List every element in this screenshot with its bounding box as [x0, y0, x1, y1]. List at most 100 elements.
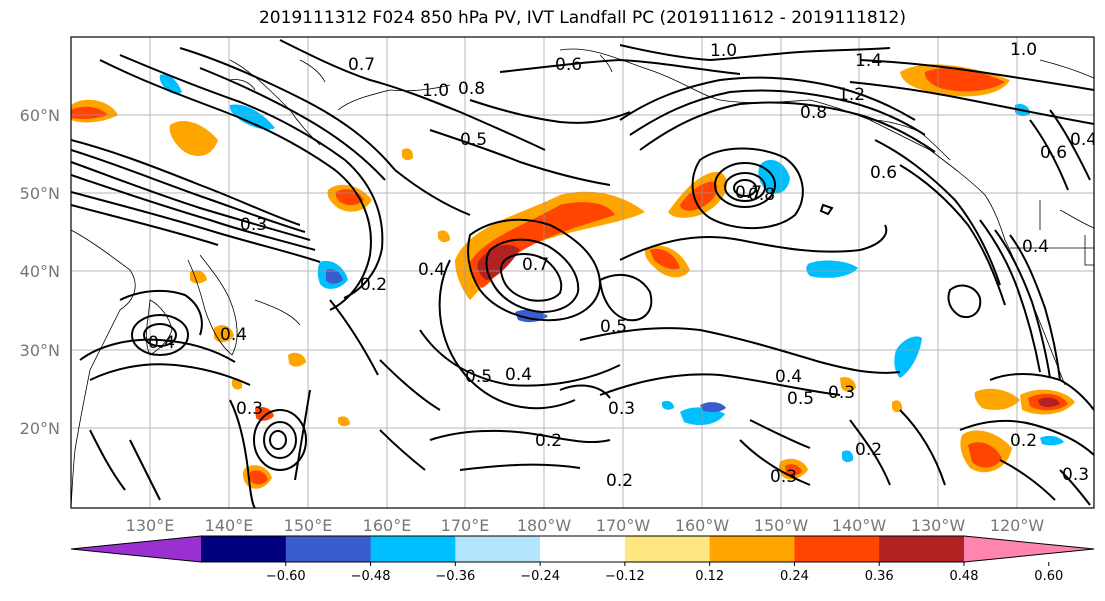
shade-patch	[190, 270, 207, 284]
lat-axis: 60°N 50°N 40°N 30°N 20°N	[20, 106, 60, 438]
colorbar-swatch	[285, 536, 372, 562]
contour-label: 0.5	[465, 367, 492, 387]
shade-patch	[892, 400, 903, 413]
lat-tick-label: 60°N	[20, 106, 60, 125]
shade-patch	[974, 388, 1020, 410]
shading-negative	[159, 74, 1064, 463]
colorbar-ticks: −0.60 −0.48 −0.36 −0.24 −0.12 0.12 0.24 0.36 0.4…	[266, 562, 1063, 584]
shade-patch	[894, 336, 922, 378]
lon-axis: 130°E 140°E 150°E 160°E 170°E 180°W 170°…	[126, 516, 1045, 535]
contour-label: 0.2	[855, 440, 882, 460]
lon-tick-label: 160°W	[675, 516, 730, 535]
shade-patch	[842, 450, 854, 463]
contour-label: 0.6	[555, 55, 582, 75]
colorbar-tick-label: −0.12	[605, 569, 645, 584]
contour-label: 0.2	[1010, 431, 1037, 451]
colorbar-tick-label: −0.36	[435, 569, 475, 584]
lat-tick-label: 20°N	[20, 419, 60, 438]
contour-label: 0.7	[348, 55, 375, 75]
contour-label: 0.5	[600, 317, 627, 337]
shade-patch	[338, 416, 350, 427]
contour-label: 1.2	[838, 85, 865, 105]
lat-tick-label: 50°N	[20, 184, 60, 203]
shade-patch	[159, 74, 182, 95]
colorbar-swatch	[455, 536, 541, 562]
lon-tick-label: 170°W	[596, 516, 651, 535]
lon-tick-label: 160°E	[363, 516, 412, 535]
contour-label: 0.6	[1040, 143, 1067, 163]
colorbar: −0.60 −0.48 −0.36 −0.24 −0.12 0.12 0.24 0.36 0.4…	[70, 535, 1095, 584]
contour-label: 0.4	[1022, 237, 1049, 257]
shade-patch	[924, 67, 1005, 92]
shade-patch	[1038, 397, 1060, 408]
contour-label: 0.3	[1062, 465, 1089, 485]
lat-tick-label: 40°N	[20, 262, 60, 281]
lon-tick-label: 140°W	[832, 516, 887, 535]
map-border	[70, 36, 1095, 509]
colorbar-swatch	[879, 536, 965, 562]
contour-label: 0.3	[608, 399, 635, 419]
contour-label: 0.2	[535, 431, 562, 451]
lon-tick-label: 140°E	[205, 516, 254, 535]
contour-label: 1.4	[855, 51, 882, 71]
colorbar-swatches	[70, 535, 1095, 563]
shade-patch	[700, 402, 726, 413]
contour-label: 0.2	[606, 471, 633, 491]
contour-label: 0.7	[522, 255, 549, 275]
colorbar-tick-label: 0.48	[950, 569, 979, 584]
colorbar-tick-label: 0.60	[1034, 569, 1063, 584]
contour-label: 1.0	[422, 81, 449, 101]
shade-patch	[71, 106, 108, 119]
contour-labels: 0.7 1.0 0.8 1.4 1.2 1.0 0.8 0.7 0.5 0.4 …	[148, 40, 1094, 491]
contour-label: 0.3	[828, 383, 855, 403]
lat-tick-label: 30°N	[20, 341, 60, 360]
lon-tick-label: 150°E	[284, 516, 333, 535]
coastlines	[71, 48, 1094, 508]
shade-patch	[250, 470, 268, 485]
colorbar-swatch	[540, 536, 626, 562]
colorbar-tick-label: −0.24	[520, 569, 560, 584]
shade-patch	[402, 148, 414, 161]
shade-patch	[326, 269, 343, 284]
map-panel: 0.7 1.0 0.8 1.4 1.2 1.0 0.8 0.7 0.5 0.4 …	[71, 37, 1094, 508]
colorbar-swatch	[71, 536, 201, 562]
shade-patch	[229, 104, 275, 130]
colorbar-outline	[70, 535, 1095, 563]
shade-patch	[1040, 435, 1064, 446]
contour-label: 1.0	[1010, 40, 1037, 60]
shade-patch	[650, 248, 680, 270]
contour-label: 0.4	[418, 260, 445, 280]
contour-label: 0.4	[505, 365, 532, 385]
colorbar-swatch	[964, 536, 1094, 562]
contour-label: 0.8	[748, 185, 775, 205]
colorbar-tick-label: 0.12	[695, 569, 724, 584]
colorbar-swatch	[624, 536, 711, 562]
lon-tick-label: 120°W	[990, 516, 1045, 535]
map-title: 2019111312 F024 850 hPa PV, IVT Landfall…	[258, 8, 906, 28]
colorbar-tick-label: 0.36	[865, 569, 894, 584]
contour-label: 0.8	[458, 79, 485, 99]
contour-label: 0.4	[220, 325, 247, 345]
contour-label: 0.3	[770, 467, 797, 487]
shade-patch	[968, 442, 1002, 468]
contour-label: 0.4	[775, 367, 802, 387]
colorbar-swatch	[370, 536, 456, 562]
colorbar-tick-label: −0.60	[266, 569, 306, 584]
contour-label: 0.3	[240, 215, 267, 235]
political-borders	[1010, 200, 1094, 266]
shade-patch	[469, 202, 615, 288]
lon-tick-label: 130°E	[126, 516, 175, 535]
shade-patch	[785, 464, 802, 476]
shade-patch	[840, 377, 856, 392]
colorbar-tick-label: 0.24	[780, 569, 809, 584]
shading-positive	[71, 64, 1075, 489]
contour-label: 0.6	[870, 163, 897, 183]
contour-label: 0.5	[460, 130, 487, 150]
colorbar-swatch	[201, 536, 287, 562]
pv-contours	[71, 39, 1094, 508]
lon-tick-label: 150°W	[754, 516, 809, 535]
contour-label: 1.0	[710, 41, 737, 61]
shade-patch	[288, 352, 306, 367]
colorbar-swatch	[794, 536, 880, 562]
